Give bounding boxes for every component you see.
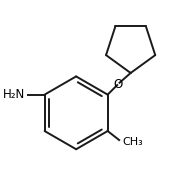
Text: O: O xyxy=(113,78,123,91)
Text: CH₃: CH₃ xyxy=(122,136,143,147)
Text: H₂N: H₂N xyxy=(3,88,25,101)
